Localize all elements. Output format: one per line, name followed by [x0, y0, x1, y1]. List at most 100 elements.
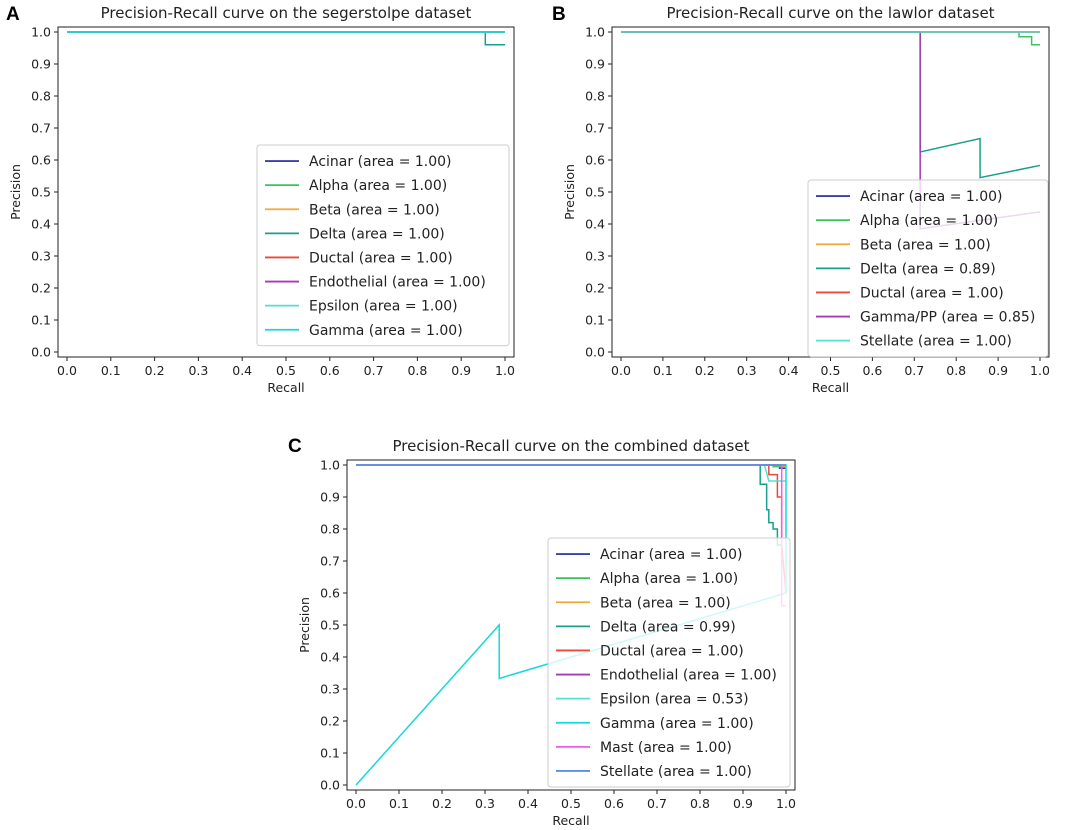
legend-label: Ductal (area = 1.00)	[860, 285, 1004, 301]
x-tick-label: 0.7	[647, 796, 667, 811]
y-tick-label: 1.0	[31, 25, 51, 40]
legend-label: Alpha (area = 1.00)	[600, 571, 738, 587]
series-line-1	[621, 31, 1040, 46]
x-tick-label: 0.3	[475, 796, 495, 811]
chart-panel-A: A Precision-Recall curve on the segerstol…	[6, 4, 515, 395]
legend-label: Delta (area = 0.89)	[860, 261, 996, 277]
x-tick-label: 0.1	[389, 796, 409, 811]
y-tick-label: 1.0	[320, 458, 340, 473]
y-tick-label: 0.6	[31, 153, 51, 168]
legend-box	[256, 144, 510, 347]
y-tick-label: 0.8	[31, 89, 51, 104]
x-tick-label: 0.8	[690, 796, 710, 811]
x-tick-label: 0.7	[904, 363, 924, 378]
legend-label: Epsilon (area = 1.00)	[309, 299, 458, 315]
legend-box	[807, 179, 1049, 358]
y-tick-label: 0.2	[31, 281, 51, 296]
series-line-6	[356, 464, 786, 482]
legend-label: Epsilon (area = 0.53)	[600, 692, 749, 708]
axes-frame	[346, 459, 796, 791]
x-tick-label: 0.6	[604, 796, 624, 811]
y-tick-label: 0.2	[585, 281, 605, 296]
x-tick-label: 0.8	[946, 363, 966, 378]
x-tick-label: 0.1	[653, 363, 673, 378]
y-tick-label: 0.8	[320, 522, 340, 537]
y-tick-label: 0.9	[320, 490, 340, 505]
y-axis-label: Precision	[562, 164, 577, 220]
x-tick-label: 0.0	[611, 363, 631, 378]
x-tick-label: 0.5	[821, 363, 841, 378]
panel-letter: B	[552, 4, 566, 25]
y-tick-label: 0.1	[585, 313, 605, 328]
legend-label: Ductal (area = 1.00)	[600, 643, 744, 659]
x-tick-label: 0.9	[451, 363, 471, 378]
y-tick-label: 0.9	[31, 57, 51, 72]
y-tick-label: 0.3	[320, 682, 340, 697]
chart-title: Precision-Recall curve on the segerstolp…	[101, 4, 472, 22]
chart-panel-B: B Precision-Recall curve on the lawlor da…	[552, 4, 1050, 395]
y-tick-label: 0.2	[320, 714, 340, 729]
legend: Acinar (area = 1.00) Alpha (area = 1.00) B…	[256, 144, 510, 347]
x-axis-label: Recall	[267, 380, 304, 395]
y-tick-label: 0.4	[31, 217, 51, 232]
x-tick-label: 0.4	[518, 796, 538, 811]
x-tick-label: 0.8	[407, 363, 427, 378]
y-tick-label: 0.9	[585, 57, 605, 72]
legend-label: Delta (area = 0.99)	[600, 619, 736, 635]
x-tick-label: 0.9	[988, 363, 1008, 378]
legend-label: Endothelial (area = 1.00)	[309, 275, 486, 291]
x-tick-label: 1.0	[495, 363, 515, 378]
legend-label: Ductal (area = 1.00)	[309, 250, 453, 266]
x-tick-label: 0.3	[188, 363, 208, 378]
legend-label: Acinar (area = 1.00)	[860, 189, 1003, 205]
legend-label: Acinar (area = 1.00)	[600, 547, 743, 563]
x-tick-label: 1.0	[1030, 363, 1050, 378]
x-tick-label: 0.9	[733, 796, 753, 811]
panel-letter: C	[288, 436, 302, 457]
x-tick-label: 0.2	[695, 363, 715, 378]
y-tick-label: 0.7	[31, 121, 51, 136]
legend-label: Stellate (area = 1.00)	[600, 764, 752, 780]
legend: Acinar (area = 1.00) Alpha (area = 1.00) B…	[547, 537, 791, 788]
x-tick-label: 0.4	[779, 363, 799, 378]
x-tick-label: 0.3	[737, 363, 757, 378]
series-line-3	[67, 31, 505, 46]
y-tick-label: 0.6	[320, 586, 340, 601]
y-axis-label: Precision	[8, 164, 23, 220]
x-tick-label: 0.4	[232, 363, 252, 378]
legend-label: Beta (area = 1.00)	[309, 202, 440, 218]
legend-label: Gamma/PP (area = 0.85)	[860, 310, 1035, 326]
x-tick-label: 0.1	[101, 363, 121, 378]
chart-panel-C: C Precision-Recall curve on the combined …	[288, 436, 796, 828]
panel-letter: A	[6, 4, 20, 25]
series-line-3	[621, 31, 1041, 179]
y-tick-label: 0.3	[585, 249, 605, 264]
y-tick-label: 0.4	[320, 650, 340, 665]
series-group	[67, 31, 505, 46]
y-tick-label: 0.1	[320, 746, 340, 761]
series-line-3	[356, 464, 782, 546]
y-tick-label: 0.1	[31, 313, 51, 328]
legend-label: Endothelial (area = 1.00)	[600, 668, 777, 684]
legend-label: Alpha (area = 1.00)	[309, 178, 447, 194]
y-tick-label: 1.0	[585, 25, 605, 40]
legend-label: Mast (area = 1.00)	[600, 740, 732, 756]
y-tick-label: 0.4	[585, 217, 605, 232]
y-axis-label: Precision	[297, 597, 312, 653]
y-tick-label: 0.6	[585, 153, 605, 168]
legend-label: Delta (area = 1.00)	[309, 226, 445, 242]
legend-label: Alpha (area = 1.00)	[860, 213, 998, 229]
y-tick-label: 0.5	[320, 618, 340, 633]
legend-label: Beta (area = 1.00)	[600, 595, 731, 611]
x-tick-label: 0.0	[57, 363, 77, 378]
y-tick-label: 0.3	[31, 249, 51, 264]
legend-label: Gamma (area = 1.00)	[309, 323, 463, 339]
legend: Acinar (area = 1.00) Alpha (area = 1.00) B…	[807, 179, 1049, 358]
x-tick-label: 0.6	[862, 363, 882, 378]
x-tick-label: 0.2	[145, 363, 165, 378]
x-tick-label: 0.6	[320, 363, 340, 378]
y-tick-label: 0.0	[31, 345, 51, 360]
y-tick-label: 0.7	[320, 554, 340, 569]
x-tick-label: 0.5	[561, 796, 581, 811]
